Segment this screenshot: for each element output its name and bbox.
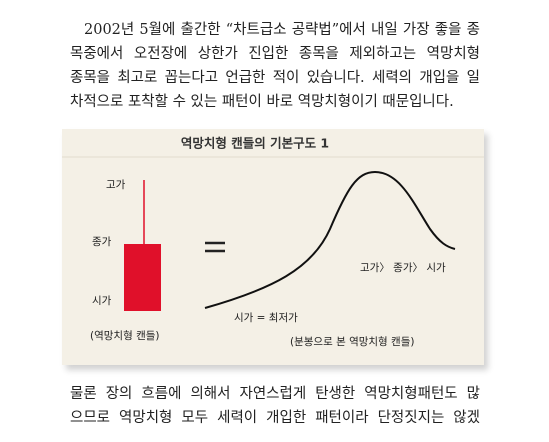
text-line: 차적으로 포착할 수 있는 패턴이 바로 역망치형이기 때문입니다.	[70, 94, 454, 110]
text-line: 목중에서 오전장에 상한가 진입한 종목을 제외하고는 역망치형	[70, 46, 480, 62]
text-line: 2002년 5월에 출간한 “차트급소 공략법”에서 내일 가장 좋을 종	[84, 22, 480, 38]
candle-caption: (역망치형 캔들)	[90, 330, 160, 342]
figure-title: 역망치형 캔들의 기본구도 1	[181, 136, 329, 151]
figure-diagram: 역망치형 캔들의 기본구도 1 고가 종가 시가 (역망치형 캔들) 고가〉 종…	[62, 136, 484, 348]
text-line: 종목을 최고로 꼽는다고 언급한 적이 있습니다. 세력의 개입을 일	[70, 70, 480, 86]
bottom-paragraph: 물론 장의 흐름에 의해서 자연스럽게 탄생한 역망치형패턴도 많 으므로 역망…	[70, 382, 480, 430]
text-line: 으므로 역망치형 모두 세력이 개입한 패턴이라 단정짓지는 않겠	[70, 410, 480, 426]
low-label: 시가 = 최저가	[234, 312, 298, 324]
figure: 역망치형 캔들의 기본구도 1 고가 종가 시가 (역망치형 캔들) 고가〉 종…	[62, 129, 484, 365]
label-open: 시가	[92, 295, 112, 307]
candle-body	[124, 244, 161, 311]
top-paragraph: 2002년 5월에 출간한 “차트급소 공략법”에서 내일 가장 좋을 종 목중…	[70, 18, 480, 114]
order-label: 고가〉 종가〉 시가	[360, 262, 446, 274]
curve-caption: (분봉으로 본 역망치형 캔들)	[290, 336, 414, 348]
label-close: 종가	[92, 236, 112, 248]
text-line: 물론 장의 흐름에 의해서 자연스럽게 탄생한 역망치형패턴도 많	[70, 386, 480, 402]
label-high: 고가	[106, 179, 126, 191]
price-curve	[204, 170, 456, 309]
